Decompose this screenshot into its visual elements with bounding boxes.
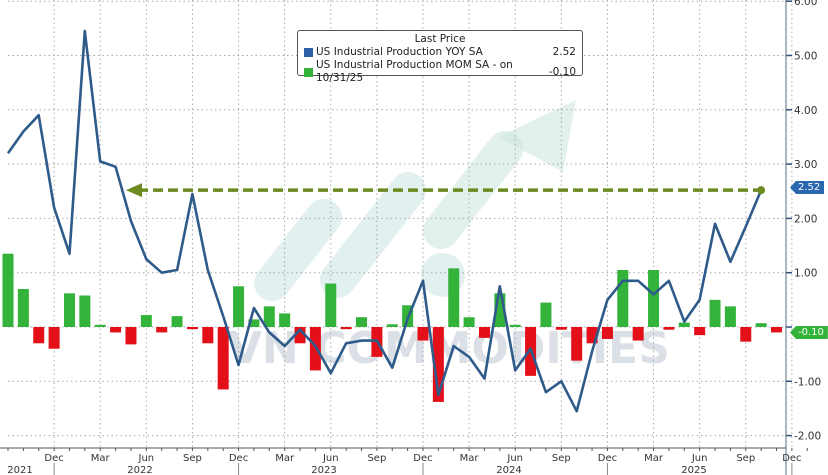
mom-bar — [463, 317, 475, 327]
mom-bar — [386, 324, 398, 327]
mom-bar — [94, 324, 106, 327]
mom-bar — [555, 327, 567, 330]
x-year-label: 2024 — [496, 465, 521, 475]
x-tick-label: Sep — [183, 453, 202, 464]
mom-bar — [325, 283, 337, 327]
mom-bar — [140, 315, 152, 327]
y-tick-label: 4.00 — [794, 105, 817, 117]
mom-bar — [356, 317, 368, 327]
x-year-label: 2023 — [311, 465, 336, 475]
mom-bar — [340, 327, 352, 330]
legend-swatch-mom — [304, 67, 313, 77]
mom-bar — [617, 269, 629, 327]
mom-bar — [2, 253, 14, 327]
y-tick-label: -1.00 — [794, 376, 821, 388]
x-tick-label: Sep — [736, 453, 755, 464]
legend-value-mom: -0.10 — [548, 65, 576, 78]
mom-bar — [48, 327, 60, 349]
mom-bar — [79, 295, 91, 327]
y-tick-label: -2.00 — [794, 431, 821, 443]
x-tick-label: Dec — [44, 453, 63, 464]
mom-bar — [110, 327, 122, 333]
mom-bar — [771, 327, 782, 333]
y-tick-label: 3.00 — [794, 159, 817, 171]
mom-bar — [709, 299, 721, 327]
mom-bar — [263, 306, 275, 327]
last-value-tag-yoy: 2.52 — [790, 181, 825, 194]
mom-bar — [125, 327, 137, 345]
mom-bar — [571, 327, 583, 361]
x-tick-label: Dec — [413, 453, 432, 464]
legend-label-yoy: US Industrial Production YOY SA — [316, 46, 483, 58]
legend-label-mom: US Industrial Production MOM SA - on 10/… — [316, 59, 513, 84]
x-tick-label: Jun — [322, 453, 339, 464]
x-tick-label: Sep — [552, 453, 571, 464]
mom-bar — [648, 269, 660, 327]
mom-bar — [202, 327, 214, 344]
arrow-head-icon — [126, 183, 142, 198]
x-tick-label: Sep — [367, 453, 386, 464]
last-value-tag-mom: -0.10 — [790, 326, 828, 339]
mom-bar — [279, 313, 291, 327]
x-tick-label: Dec — [598, 453, 617, 464]
mom-bar — [448, 268, 460, 327]
mom-bar — [156, 327, 168, 333]
mom-bar — [478, 327, 490, 338]
y-tick-label: 6.00 — [794, 0, 817, 8]
arrow-end-dot — [757, 186, 766, 195]
x-year-label: 2022 — [127, 465, 152, 475]
mom-bar — [248, 319, 260, 327]
mom-bar — [601, 327, 613, 339]
mom-bar — [540, 302, 552, 327]
y-tick-label: 2.00 — [794, 213, 817, 225]
watermark-arrowhead — [498, 100, 576, 172]
mom-bar — [586, 327, 598, 344]
mom-bar — [509, 324, 521, 327]
legend-title: Last Price — [414, 33, 466, 45]
mom-bar — [309, 327, 321, 371]
mom-bar — [740, 327, 752, 342]
x-tick-label: Jun — [506, 453, 523, 464]
yoy-line — [6, 29, 763, 413]
mom-bar — [494, 293, 506, 327]
mom-bar — [33, 327, 45, 344]
x-tick-label: Dec — [229, 453, 248, 464]
x-year-label: 2021 — [7, 465, 32, 475]
x-tick-label: Jun — [691, 453, 708, 464]
x-year-label: 2025 — [681, 465, 706, 475]
mom-bar — [217, 327, 229, 390]
watermark-shape — [254, 198, 342, 302]
mom-bar — [432, 327, 444, 402]
x-tick-label: Mar — [460, 453, 480, 464]
mom-bar — [171, 316, 183, 327]
mom-bar — [632, 327, 644, 341]
legend-entry-yoy: US Industrial Production YOY SA 2.52 — [298, 46, 582, 59]
x-tick-label: Mar — [644, 453, 664, 464]
mom-bar — [417, 327, 429, 341]
mom-bar — [17, 288, 29, 327]
legend-swatch-yoy — [304, 48, 313, 57]
chart-legend: Last Price US Industrial Production YOY … — [297, 30, 583, 84]
legend-entry-mom: US Industrial Production MOM SA - on 10/… — [298, 59, 582, 85]
mom-bar — [186, 327, 198, 330]
x-tick-label: Jun — [138, 453, 155, 464]
x-tick-label: Mar — [91, 453, 111, 464]
mom-bar — [294, 327, 306, 344]
mom-bar — [724, 306, 736, 327]
mom-bar — [755, 323, 767, 327]
x-tick-label: Mar — [275, 453, 295, 464]
x-tick-label: Dec — [782, 453, 801, 464]
watermark-shape — [319, 172, 427, 298]
y-tick-label: 5.00 — [794, 51, 817, 63]
mom-bar — [663, 327, 675, 330]
mom-bar — [678, 322, 690, 327]
mom-bar — [233, 286, 245, 327]
legend-value-yoy: 2.52 — [552, 46, 576, 58]
y-tick-label: 1.00 — [794, 268, 817, 280]
mom-bar — [63, 293, 75, 327]
mom-bar — [694, 327, 706, 336]
